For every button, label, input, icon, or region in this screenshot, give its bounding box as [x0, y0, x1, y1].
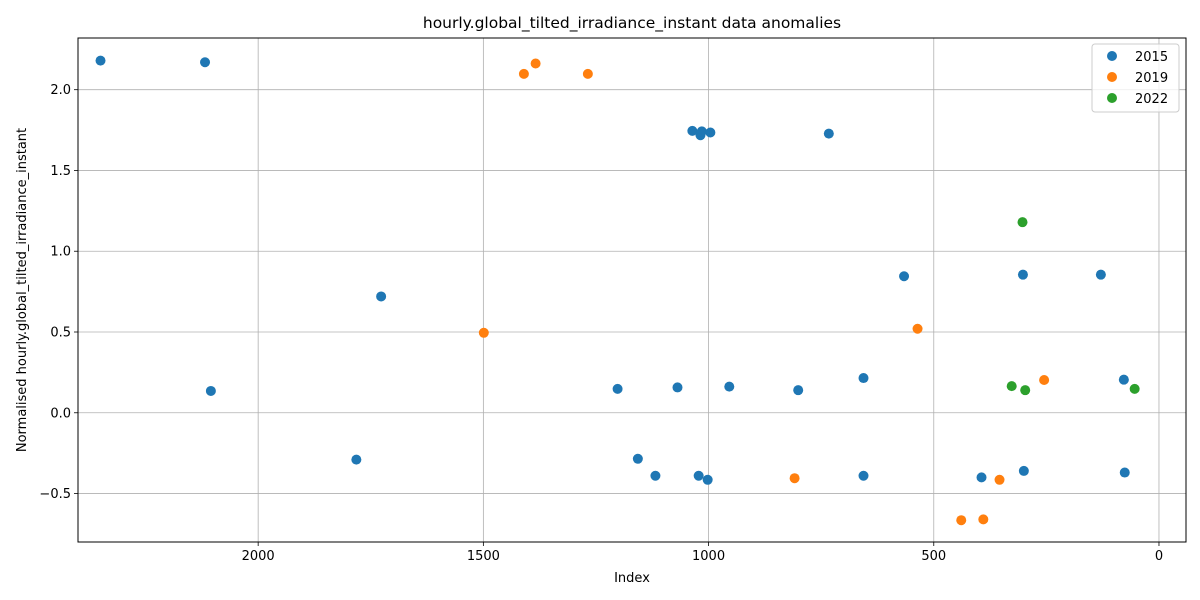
data-point-2015	[1017, 269, 1028, 280]
data-point-2015	[1119, 467, 1130, 478]
data-point-2019	[530, 58, 541, 69]
data-point-2015	[672, 382, 683, 393]
x-tick-label: 1000	[692, 549, 725, 564]
grid-lines	[78, 38, 1186, 542]
legend-marker-2019	[1107, 72, 1117, 82]
data-point-2019	[582, 68, 593, 79]
data-point-2015	[351, 454, 362, 465]
data-point-2015	[632, 453, 643, 464]
data-point-2019	[789, 473, 800, 484]
data-point-2019	[1039, 374, 1050, 385]
data-point-2015	[687, 125, 698, 136]
data-point-2015	[693, 470, 704, 481]
data-point-2015	[899, 271, 910, 282]
y-tick-label: 1.5	[50, 164, 71, 179]
data-point-2015	[976, 472, 987, 483]
data-point-2022	[1017, 217, 1028, 228]
y-tick-label: 1.0	[50, 245, 71, 260]
data-point-2019	[912, 323, 923, 334]
data-point-2015	[858, 470, 869, 481]
data-point-2015	[1118, 374, 1129, 385]
x-tick-label: 2000	[242, 549, 275, 564]
y-tick-label: 0.5	[50, 326, 71, 341]
data-point-2019	[518, 68, 529, 79]
data-point-2022	[1129, 383, 1140, 394]
data-point-2015	[612, 383, 623, 394]
data-point-2019	[956, 515, 967, 526]
legend-marker-2022	[1107, 93, 1117, 103]
x-tick-label: 1500	[467, 549, 500, 564]
data-point-2015	[702, 474, 713, 485]
data-point-2022	[1020, 385, 1031, 396]
x-axis-label: Index	[614, 571, 650, 586]
chart-title: hourly.global_tilted_irradiance_instant …	[423, 14, 841, 33]
y-axis-label: Normalised hourly.global_tilted_irradian…	[15, 128, 30, 452]
data-point-2015	[376, 291, 387, 302]
data-point-2019	[978, 514, 989, 525]
legend-label-2019: 2019	[1135, 71, 1168, 86]
data-point-2019	[994, 474, 1005, 485]
data-point-2015	[823, 128, 834, 139]
plot-frame	[77, 37, 1187, 543]
data-point-2022	[1006, 381, 1017, 392]
x-tick-label: 500	[921, 549, 946, 564]
y-tick-label: 0.0	[50, 406, 71, 421]
data-point-2019	[478, 327, 489, 338]
x-tick-label: 0	[1155, 549, 1163, 564]
data-point-2015	[650, 470, 661, 481]
legend-label-2022: 2022	[1135, 92, 1168, 107]
data-point-2015	[858, 373, 869, 384]
data-point-2015	[200, 57, 211, 68]
legend-marker-2015	[1107, 51, 1117, 61]
legend: 2015 2019 2022	[1091, 43, 1180, 113]
data-point-2015	[205, 385, 216, 396]
data-points	[95, 55, 1140, 526]
y-tick-label: 2.0	[50, 83, 71, 98]
data-point-2015	[1095, 269, 1106, 280]
data-point-2015	[705, 127, 716, 138]
axis-ticks: 2000 1500 1000 500 0 −0.5 0.0 0.5 1.0 1.5 2.0	[39, 83, 1163, 564]
data-point-2015	[793, 385, 804, 396]
data-point-2015	[1018, 465, 1029, 476]
data-point-2015	[724, 381, 735, 392]
data-point-2015	[95, 55, 106, 66]
y-tick-label: −0.5	[39, 487, 71, 502]
legend-label-2015: 2015	[1135, 50, 1168, 65]
data-point-2015	[696, 126, 707, 137]
